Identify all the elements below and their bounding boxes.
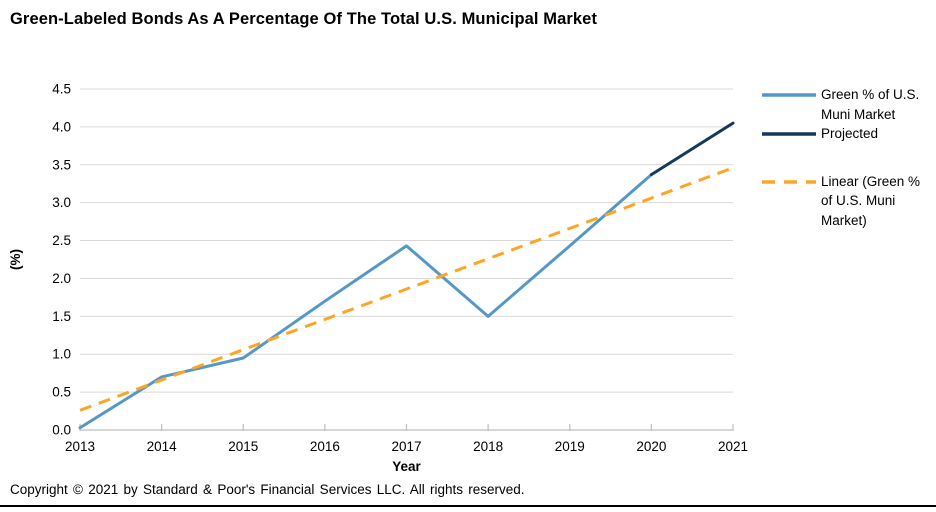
svg-text:2.0: 2.0 [52, 271, 71, 286]
svg-text:2015: 2015 [228, 439, 258, 454]
svg-text:2017: 2017 [391, 439, 421, 454]
svg-text:2018: 2018 [473, 439, 503, 454]
legend-label-projected: Projected [821, 126, 879, 141]
svg-text:1.0: 1.0 [52, 347, 71, 362]
svg-text:0.0: 0.0 [52, 423, 71, 438]
bottom-divider [0, 505, 936, 507]
svg-text:2020: 2020 [636, 439, 666, 454]
svg-text:2013: 2013 [65, 439, 95, 454]
legend-item-green-pct: Green % of U.S. Muni Market [762, 85, 934, 124]
svg-text:2021: 2021 [718, 439, 748, 454]
svg-text:(%): (%) [8, 249, 23, 270]
svg-text:4.5: 4.5 [52, 82, 71, 97]
chart-title: Green-Labeled Bonds As A Percentage Of T… [10, 10, 598, 28]
svg-text:2016: 2016 [310, 439, 340, 454]
legend-line-sample-linear-icon [762, 179, 816, 184]
svg-text:2.5: 2.5 [52, 233, 71, 248]
svg-text:1.5: 1.5 [52, 309, 71, 324]
legend-line-sample-green-icon [762, 93, 816, 97]
legend-item-projected: Projected [762, 124, 934, 144]
svg-text:4.0: 4.0 [52, 119, 71, 134]
chart-legend: Green % of U.S. Muni Market Projected Li… [762, 85, 934, 230]
svg-text:2019: 2019 [555, 439, 585, 454]
svg-text:3.5: 3.5 [52, 157, 71, 172]
legend-line-sample-projected-icon [762, 132, 816, 136]
copyright-text: Copyright © 2021 by Standard & Poor's Fi… [10, 482, 525, 497]
legend-label-green-pct: Green % of U.S. Muni Market [821, 87, 920, 122]
legend-label-linear-trend: Linear (Green % of U.S. Muni Market) [821, 173, 921, 228]
svg-text:3.0: 3.0 [52, 195, 71, 210]
legend-item-linear-trend: Linear (Green % of U.S. Muni Market) [762, 172, 934, 231]
svg-text:2014: 2014 [147, 439, 178, 454]
svg-text:0.5: 0.5 [52, 385, 71, 400]
svg-text:Year: Year [392, 459, 421, 474]
